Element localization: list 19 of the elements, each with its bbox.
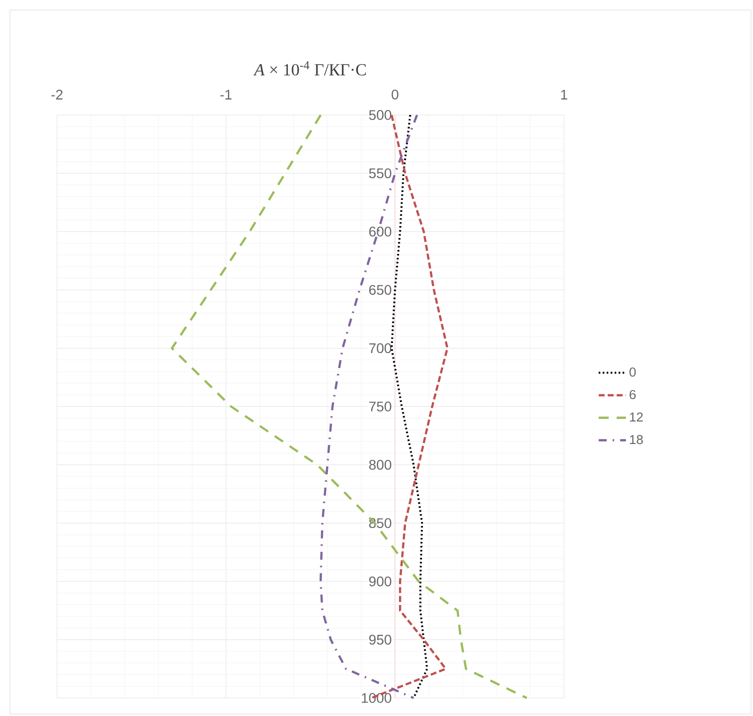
y-tick-label: 550 (369, 168, 392, 178)
y-tick-label: 700 (369, 343, 392, 354)
y-tick-label: 600 (369, 226, 392, 237)
legend-label: 0 (630, 367, 636, 377)
y-tick-label: 900 (369, 576, 392, 586)
y-tick-label: 800 (369, 460, 392, 470)
x-tick-label: 0 (392, 90, 398, 100)
legend-label: 6 (630, 390, 636, 400)
x-tick-label: -1 (220, 90, 232, 100)
chart-title: A × 10$^{-4}$ Г/КГ·С (253, 61, 366, 76)
x-tick-label: -2 (51, 90, 63, 100)
y-tick-label: 650 (369, 284, 392, 295)
legend-label: 12 (630, 412, 643, 422)
y-tick-label: 750 (369, 402, 392, 412)
y-tick-label: 1000 (362, 693, 392, 703)
y-tick-label: 500 (369, 110, 392, 120)
y-tick-label: 950 (369, 634, 392, 645)
legend-label: 18 (630, 434, 643, 444)
x-tick-label: 1 (561, 90, 568, 100)
